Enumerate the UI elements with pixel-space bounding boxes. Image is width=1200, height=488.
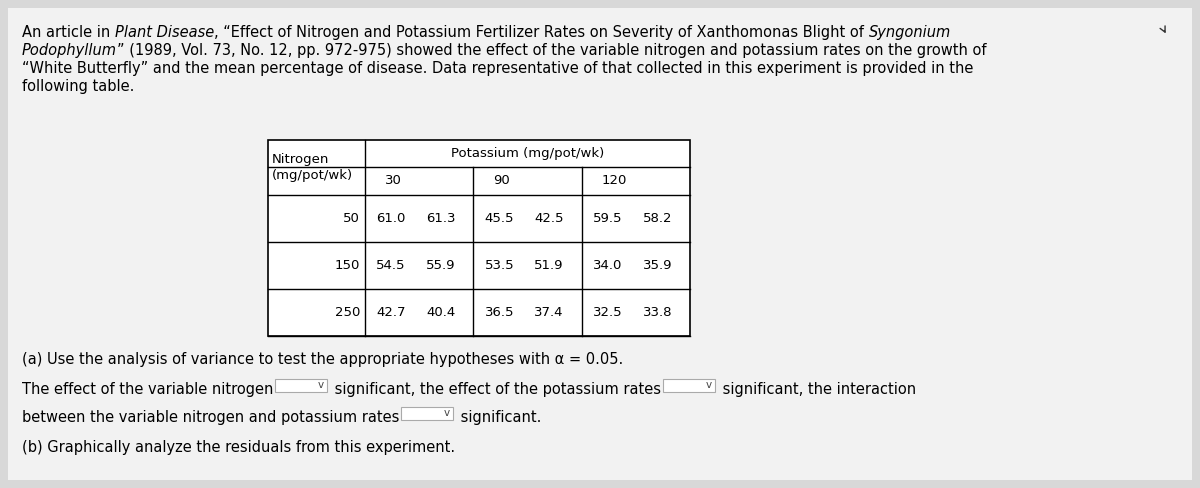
Text: significant, the effect of the potassium rates: significant, the effect of the potassium… xyxy=(330,382,661,397)
Text: following table.: following table. xyxy=(22,79,134,94)
Text: 58.2: 58.2 xyxy=(643,212,672,225)
Text: 59.5: 59.5 xyxy=(593,212,623,225)
Text: Syngonium: Syngonium xyxy=(869,25,950,40)
Text: ” (1989, Vol. 73, No. 12, pp. 972-975) showed the effect of the variable nitroge: ” (1989, Vol. 73, No. 12, pp. 972-975) s… xyxy=(118,43,986,58)
Text: significant, the interaction: significant, the interaction xyxy=(719,382,917,397)
Text: 54.5: 54.5 xyxy=(377,259,406,272)
Text: 35.9: 35.9 xyxy=(643,259,672,272)
Text: (b) Graphically analyze the residuals from this experiment.: (b) Graphically analyze the residuals fr… xyxy=(22,440,455,455)
Text: , “Effect of Nitrogen and Potassium Fertilizer Rates on Severity of Xanthomonas : , “Effect of Nitrogen and Potassium Fert… xyxy=(214,25,869,40)
Text: (a) Use the analysis of variance to test the appropriate hypotheses with α = 0.0: (a) Use the analysis of variance to test… xyxy=(22,352,623,367)
Text: 55.9: 55.9 xyxy=(426,259,456,272)
Text: 50: 50 xyxy=(343,212,360,225)
Text: 61.3: 61.3 xyxy=(426,212,456,225)
Text: “White Butterfly” and the mean percentage of disease. Data representative of tha: “White Butterfly” and the mean percentag… xyxy=(22,61,973,76)
Text: 45.5: 45.5 xyxy=(485,212,514,225)
Text: v: v xyxy=(706,381,712,390)
FancyBboxPatch shape xyxy=(275,379,328,392)
Text: An article in: An article in xyxy=(22,25,115,40)
Text: 30: 30 xyxy=(384,175,401,187)
Text: Plant Disease: Plant Disease xyxy=(115,25,214,40)
Text: 150: 150 xyxy=(335,259,360,272)
Text: Nitrogen
(mg/pot/wk): Nitrogen (mg/pot/wk) xyxy=(272,154,353,182)
Text: 42.5: 42.5 xyxy=(534,212,564,225)
Text: 32.5: 32.5 xyxy=(593,306,623,319)
Text: 37.4: 37.4 xyxy=(534,306,564,319)
Text: 34.0: 34.0 xyxy=(593,259,623,272)
Text: between the variable nitrogen and potassium rates: between the variable nitrogen and potass… xyxy=(22,410,400,425)
Text: 250: 250 xyxy=(335,306,360,319)
Text: 36.5: 36.5 xyxy=(485,306,514,319)
Text: significant.: significant. xyxy=(456,410,541,425)
FancyBboxPatch shape xyxy=(8,8,1192,480)
Text: 40.4: 40.4 xyxy=(426,306,456,319)
Text: 61.0: 61.0 xyxy=(377,212,406,225)
FancyBboxPatch shape xyxy=(401,407,454,420)
Text: Podophyllum: Podophyllum xyxy=(22,43,118,58)
Text: 42.7: 42.7 xyxy=(377,306,406,319)
Text: Potassium (mg/pot/wk): Potassium (mg/pot/wk) xyxy=(451,147,604,160)
Text: 90: 90 xyxy=(493,175,510,187)
Text: 120: 120 xyxy=(601,175,626,187)
Text: 53.5: 53.5 xyxy=(485,259,514,272)
Text: v: v xyxy=(317,381,324,390)
FancyBboxPatch shape xyxy=(664,379,715,392)
Text: v: v xyxy=(443,408,450,419)
Text: 51.9: 51.9 xyxy=(534,259,564,272)
FancyBboxPatch shape xyxy=(268,140,690,336)
Text: The effect of the variable nitrogen: The effect of the variable nitrogen xyxy=(22,382,274,397)
Text: 33.8: 33.8 xyxy=(643,306,672,319)
